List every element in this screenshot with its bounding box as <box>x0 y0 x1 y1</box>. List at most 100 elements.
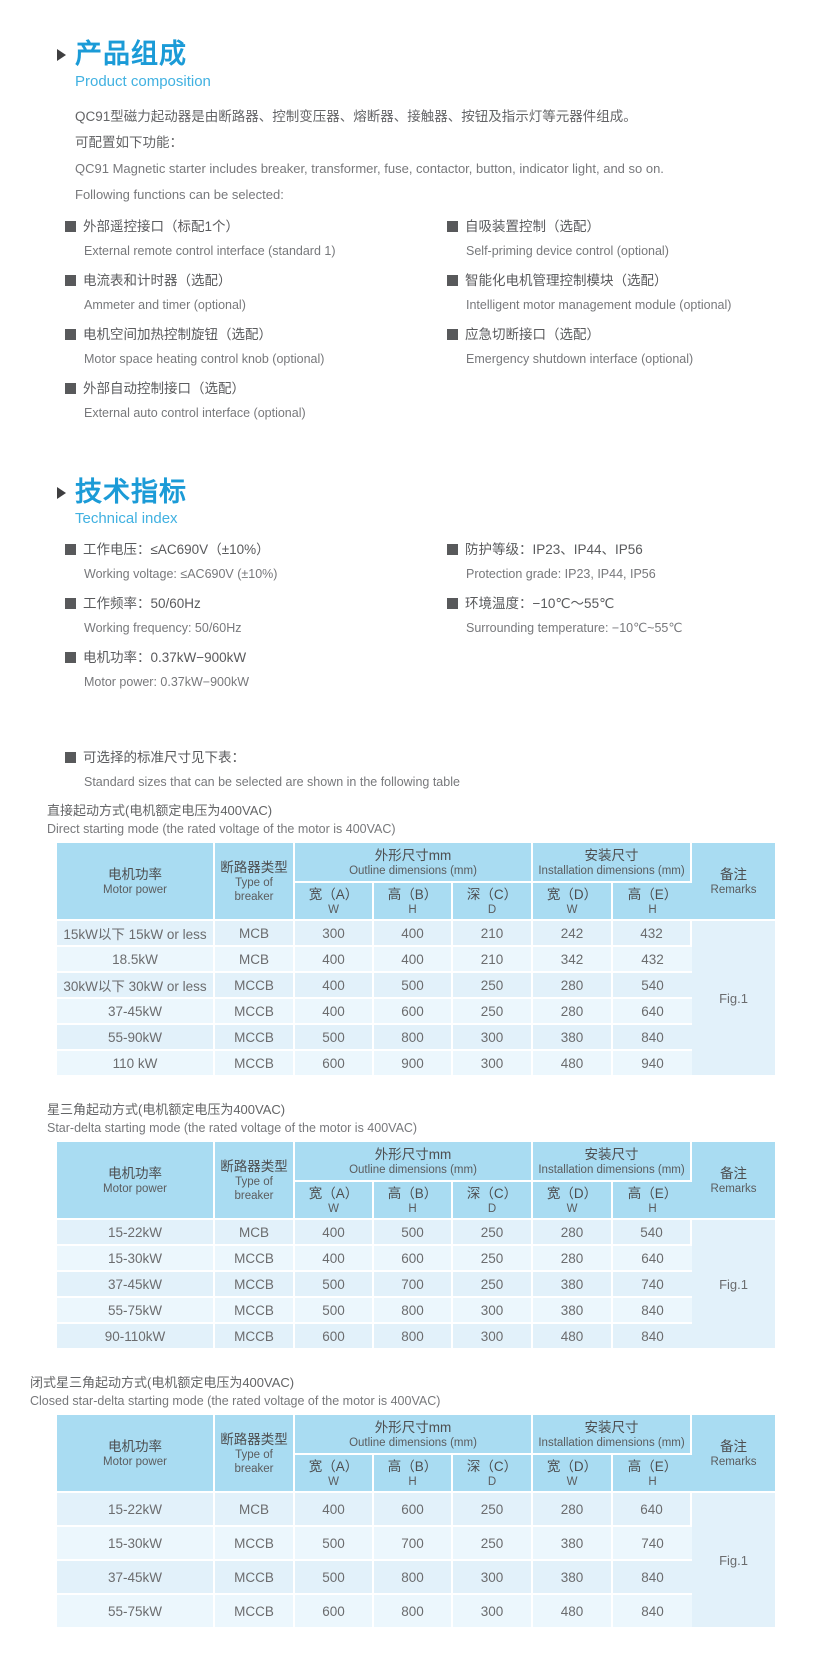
dimension-cell: 342 <box>533 947 614 974</box>
feature-label-zh: 智能化电机管理控制模块（选配） <box>465 272 668 288</box>
bullet-square-icon <box>65 752 76 764</box>
col-header-remarks: 备注 Remarks <box>692 843 776 922</box>
breaker-type-cell: MCCB <box>215 1025 295 1052</box>
table-row: 55-90kW MCCB 500 800 300 380 840 <box>57 1025 775 1052</box>
table-row: 15kW以下 15kW or less MCB 300 400 210 242 432 Fig… <box>57 921 776 1078</box>
spec-label-zh: 工作电压：≤AC690V（±10%） <box>83 542 270 558</box>
col-header-width-a: 宽（A） W <box>295 1455 374 1494</box>
feature-label-zh: 自吸装置控制（选配） <box>465 218 600 234</box>
motor-power-cell: 90-110kW <box>57 1324 215 1351</box>
dimension-cell: 600 <box>295 1324 374 1351</box>
dimension-cell: 940 <box>613 1051 693 1078</box>
breaker-type-cell: MCCB <box>215 1051 295 1078</box>
section-title-zh: 产品组成 <box>75 39 187 69</box>
bullet-square-icon <box>65 598 76 610</box>
bullet-square-icon <box>65 328 76 340</box>
dimension-cell: 480 <box>533 1051 614 1078</box>
dimension-cell: 840 <box>613 1298 693 1325</box>
dimension-cell: 300 <box>453 1051 534 1078</box>
dimension-cell: 600 <box>374 1246 453 1273</box>
dimension-cell: 250 <box>453 1246 534 1273</box>
dimension-cell: 740 <box>613 1272 693 1299</box>
intro-line: QC91型磁力起动器是由断路器、控制变压器、熔断器、接触器、按钮及指示灯等元器件… <box>75 108 637 124</box>
col-header-breaker: 断路器类型 Type of breaker <box>215 843 295 922</box>
bullet-square-icon <box>447 598 458 610</box>
dimension-cell: 840 <box>613 1025 693 1052</box>
dimension-cell: 800 <box>374 1324 453 1351</box>
col-header-height-e: 高（E） H <box>613 1182 693 1221</box>
dimension-cell: 300 <box>453 1324 534 1351</box>
col-header-height-b: 高（B） H <box>374 1455 453 1494</box>
dimension-cell: 400 <box>295 1246 374 1273</box>
dimension-cell: 380 <box>533 1025 614 1052</box>
motor-power-cell: 15-22kW <box>57 1220 215 1247</box>
table-row: 55-75kW MCCB 500 800 300 380 840 <box>57 1298 775 1325</box>
feature-label-zh: 外部自动控制接口（选配） <box>83 380 245 396</box>
dimension-cell: 380 <box>533 1561 614 1596</box>
table-block-star-delta: 星三角起动方式(电机额定电压为400VAC) Star-delta starti… <box>47 1101 776 1351</box>
col-header-motor-power: 电机功率 Motor power <box>57 1415 215 1494</box>
dimension-cell: 840 <box>613 1324 693 1351</box>
breaker-type-cell: MCB <box>215 1220 295 1247</box>
feature-item: 电机空间加热控制旋钮（选配） Motor space heating contr… <box>65 326 447 367</box>
col-header-depth-c: 深（C） D <box>453 1455 534 1494</box>
dimension-cell: 300 <box>453 1561 534 1596</box>
dimension-cell: 640 <box>613 1493 693 1528</box>
feature-list: 外部遥控接口（标配1个） External remote control int… <box>65 218 775 434</box>
table-row: 15-30kW MCCB 400 600 250 280 640 <box>57 1246 775 1273</box>
dimension-cell: 250 <box>453 1527 534 1562</box>
dimension-cell: 280 <box>533 973 614 1000</box>
col-header-install: 安装尺寸 Installation dimensions (mm) <box>533 1415 693 1456</box>
col-header-width-a: 宽（A） W <box>295 1182 374 1221</box>
dimension-cell: 280 <box>533 1220 614 1247</box>
table-caption-zh: 闭式星三角起动方式(电机额定电压为400VAC) <box>30 1375 295 1391</box>
table-body: 15kW以下 15kW or less MCB 300 400 210 242 432 Fig… <box>57 921 776 1078</box>
spec-list: 工作电压：≤AC690V（±10%） Working voltage: ≤AC6… <box>65 541 775 703</box>
table-head: 电机功率 Motor power 断路器类型 Type of breaker 外形尺… <box>57 843 776 922</box>
breaker-type-cell: MCCB <box>215 973 295 1000</box>
dimension-cell: 432 <box>613 921 693 948</box>
dimension-cell: 480 <box>533 1595 614 1630</box>
remark-cell: Fig.1 <box>692 1220 776 1351</box>
breaker-type-cell: MCB <box>215 921 295 948</box>
dimension-cell: 500 <box>295 1298 374 1325</box>
feature-item: 应急切断接口（选配） Emergency shutdown interface … <box>447 326 775 367</box>
dimension-cell: 380 <box>533 1527 614 1562</box>
table-row: 15-22kW MCB 400 500 250 280 540 Fig.1 <box>57 1220 776 1351</box>
table-row: 55-75kW MCCB 600 800 300 480 840 <box>57 1595 775 1630</box>
table-head: 电机功率 Motor power 断路器类型 Type of breaker 外形尺… <box>57 1415 776 1494</box>
dimension-cell: 900 <box>374 1051 453 1078</box>
dimension-cell: 840 <box>613 1561 693 1596</box>
feature-label-en: Intelligent motor management module (opt… <box>466 297 732 312</box>
dimensions-table: 电机功率 Motor power 断路器类型 Type of breaker 外形尺… <box>57 843 776 1078</box>
dimension-cell: 280 <box>533 1493 614 1528</box>
spec-label-en: Motor power: 0.37kW−900kW <box>84 675 249 690</box>
dimension-cell: 600 <box>374 999 453 1026</box>
breaker-type-cell: MCCB <box>215 1298 295 1325</box>
remark-cell: Fig.1 <box>692 1493 776 1630</box>
col-header-depth-c: 深（C） D <box>453 1182 534 1221</box>
dimension-cell: 432 <box>613 947 693 974</box>
spec-label-en: Protection grade: IP23, IP44, IP56 <box>466 567 656 582</box>
intro-line: 可配置如下功能： <box>75 134 183 150</box>
bullet-square-icon <box>447 544 458 556</box>
dimension-cell: 500 <box>295 1561 374 1596</box>
section-arrow-icon <box>57 486 66 499</box>
motor-power-cell: 37-45kW <box>57 1272 215 1299</box>
dimension-cell: 800 <box>374 1561 453 1596</box>
dimension-cell: 300 <box>453 1298 534 1325</box>
feature-item: 智能化电机管理控制模块（选配） Intelligent motor manage… <box>447 272 775 313</box>
dimension-cell: 400 <box>295 947 374 974</box>
dimension-cell: 500 <box>374 973 453 1000</box>
col-header-width-d: 宽（D） W <box>533 1182 614 1221</box>
dimension-cell: 800 <box>374 1025 453 1052</box>
dimension-cell: 250 <box>453 999 534 1026</box>
dimension-cell: 300 <box>295 921 374 948</box>
motor-power-cell: 37-45kW <box>57 999 215 1026</box>
dimension-cell: 500 <box>295 1527 374 1562</box>
table-row: 110 kW MCCB 600 900 300 480 940 <box>57 1051 775 1078</box>
col-header-install: 安装尺寸 Installation dimensions (mm) <box>533 843 693 884</box>
motor-power-cell: 30kW以下 30kW or less <box>57 973 215 1000</box>
dimension-cell: 250 <box>453 1272 534 1299</box>
